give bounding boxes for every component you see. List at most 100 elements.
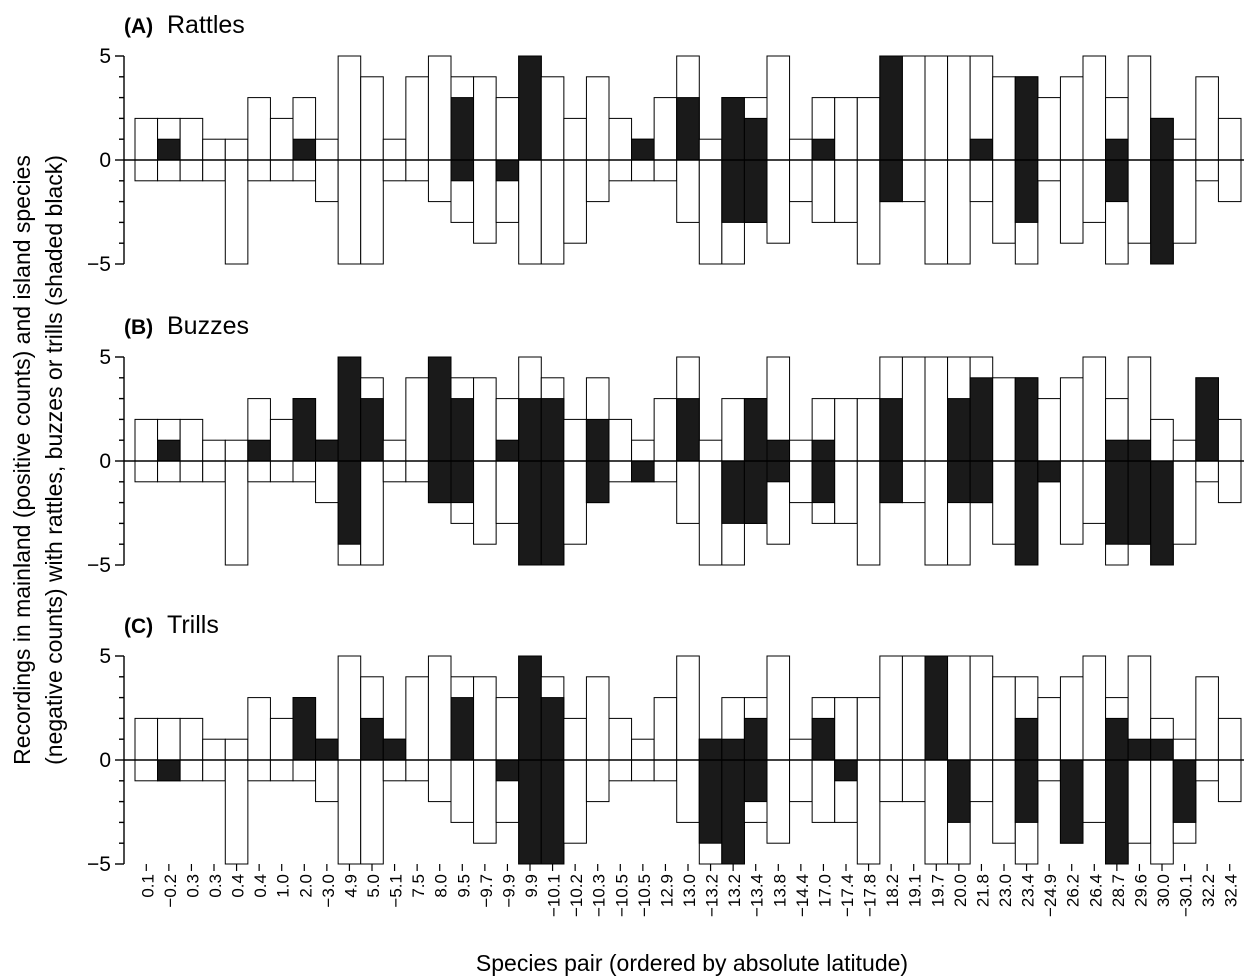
mainland-bar [247, 97, 271, 161]
mainland-shaded-bar [292, 398, 317, 462]
x-tick-label: 32.2 [1199, 874, 1218, 907]
x-tick-label: 4.9 [341, 874, 360, 898]
mainland-shaded-bar [879, 398, 903, 462]
mainland-shaded-bar [540, 697, 565, 761]
mainland-bar [608, 717, 633, 761]
mainland-shaded-bar [382, 738, 407, 761]
mainland-bar [1059, 377, 1084, 462]
mainland-bar [834, 97, 858, 161]
mainland-shaded-bar [1014, 377, 1039, 462]
island-bar [856, 759, 881, 865]
x-tick-label: 23.4 [1019, 874, 1038, 907]
x-tick-label: 32.4 [1222, 874, 1241, 907]
mainland-bar [473, 377, 497, 462]
y-axis-label-line2: (negative counts) with rattles, buzzes o… [41, 155, 67, 765]
x-tick-label: −17.8 [861, 874, 880, 917]
island-bar [766, 159, 791, 244]
mainland-shaded-bar [292, 138, 317, 161]
y-tick-label: 0 [99, 749, 111, 772]
island-shaded-bar [450, 159, 475, 182]
mainland-bar [947, 55, 971, 161]
island-shaded-bar [1105, 159, 1129, 203]
x-tick-label: 0.4 [251, 874, 270, 898]
island-bar [992, 159, 1016, 244]
island-bar [269, 759, 294, 782]
x-tick-label: 1.0 [274, 874, 293, 898]
island-bar [473, 460, 497, 545]
island-bar [856, 159, 881, 265]
x-tick-label: −30.1 [1177, 874, 1196, 917]
mainland-bar [1195, 76, 1219, 161]
x-tick-label: −3.0 [319, 874, 338, 908]
mainland-bar [585, 76, 610, 161]
mainland-bar [608, 418, 633, 462]
mainland-bar [473, 76, 497, 161]
island-bar [495, 460, 520, 524]
island-bar [473, 159, 497, 244]
x-tick-label: 2.0 [296, 874, 315, 898]
mainland-bar [1217, 418, 1242, 462]
mainland-shaded-bar [450, 398, 475, 462]
island-bar [811, 159, 836, 223]
y-tick-label: 0 [99, 149, 111, 172]
mainland-bar [179, 117, 204, 161]
mainland-shaded-bar [811, 138, 836, 161]
y-tick-label: 0 [99, 450, 111, 473]
island-bar [1127, 159, 1152, 244]
island-shaded-bar [337, 460, 362, 545]
y-tick-label: 5 [99, 346, 111, 369]
panel-rattles: 5 0 −5 (A) Rattles [87, 11, 1244, 276]
y-tick-label: −5 [87, 253, 111, 276]
mainland-shaded-bar [969, 377, 994, 462]
island-shaded-bar [495, 759, 520, 782]
mainland-shaded-bar [1150, 117, 1174, 161]
island-bar [676, 759, 700, 823]
island-shaded-bar [766, 460, 791, 483]
mainland-shaded-bar [585, 418, 610, 462]
island-bar [992, 759, 1016, 844]
mainland-bar [856, 697, 881, 761]
island-bar [969, 159, 994, 203]
island-bar [608, 759, 633, 782]
island-bar [969, 759, 994, 803]
island-bar [1082, 159, 1107, 223]
island-bar [382, 460, 407, 483]
x-tick-label: 30.0 [1154, 874, 1173, 907]
x-tick-label: 0.3 [183, 874, 202, 898]
island-shaded-bar [947, 460, 971, 504]
x-tick-label: −24.9 [1041, 874, 1060, 917]
island-bar [1195, 159, 1219, 182]
mainland-bar [789, 738, 813, 761]
x-tick-label: −13.2 [703, 874, 722, 917]
island-bar [382, 759, 407, 782]
island-shaded-bar [1037, 460, 1061, 483]
x-tick-label: −9.9 [499, 874, 518, 908]
island-shaded-bar [1105, 460, 1129, 545]
x-tick-label: 19.7 [928, 874, 947, 907]
island-shaded-bar [1105, 759, 1129, 865]
x-tick-label: −17.4 [838, 874, 857, 917]
island-bar [1217, 159, 1242, 203]
mainland-shaded-bar [315, 439, 339, 462]
mainland-bar [653, 398, 678, 462]
mainland-shaded-bar [427, 356, 452, 462]
mainland-bar [224, 738, 249, 761]
x-tick-label: −13.4 [748, 874, 767, 917]
mainland-bar [495, 97, 520, 161]
island-bar [698, 460, 723, 566]
island-bar [1037, 159, 1061, 182]
island-shaded-bar [1172, 759, 1197, 823]
mainland-bar [1150, 418, 1174, 462]
x-tick-label: 8.0 [432, 874, 451, 898]
mainland-bar [856, 398, 881, 462]
island-bar [1195, 759, 1219, 782]
mainland-shaded-bar [631, 138, 655, 161]
mainland-bar [924, 55, 949, 161]
island-bar [360, 460, 384, 566]
x-tick-label: −5.1 [387, 874, 406, 908]
island-bar [337, 159, 362, 265]
island-bar [1059, 460, 1084, 545]
island-bar [540, 159, 565, 265]
mainland-shaded-bar [1105, 439, 1129, 462]
island-bar [563, 159, 587, 244]
